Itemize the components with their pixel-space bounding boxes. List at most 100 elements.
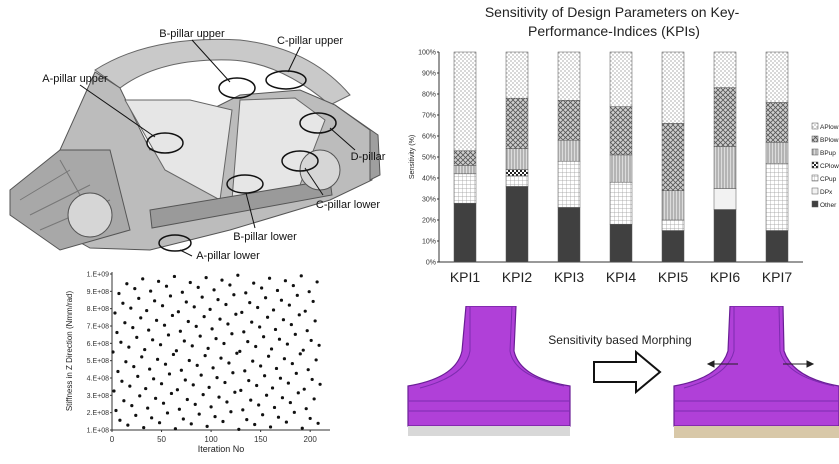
scatter-point bbox=[235, 351, 239, 355]
scatter-point bbox=[133, 287, 137, 291]
scatter-point bbox=[273, 327, 278, 332]
bar-y-tick-label: 60% bbox=[422, 134, 436, 141]
scatter-point bbox=[134, 413, 138, 417]
car-label: D-pillar bbox=[351, 151, 386, 163]
scatter-point bbox=[163, 362, 168, 366]
b-pillar-upper-marker bbox=[218, 77, 256, 99]
a-pillar-upper-marker bbox=[146, 132, 184, 154]
scatter-point bbox=[314, 358, 318, 362]
bar-segment-bpup bbox=[505, 148, 529, 170]
bar-segment-dpx bbox=[713, 188, 737, 210]
scatter-point bbox=[268, 425, 273, 429]
chart-title: Sensitivity of Design Parameters on Key-… bbox=[485, 4, 743, 39]
stacked-bar-chart: Sensitivity of Design Parameters on Key-… bbox=[409, 4, 839, 285]
scatter-point bbox=[122, 399, 126, 403]
scatter-point bbox=[301, 348, 305, 352]
scatter-point bbox=[128, 384, 132, 388]
scatter-point bbox=[168, 294, 173, 298]
scatter-point bbox=[117, 291, 121, 296]
scatter-point bbox=[300, 426, 304, 430]
bar-segment-other bbox=[661, 230, 685, 263]
scatter-point bbox=[179, 368, 183, 372]
scatter-point bbox=[309, 338, 313, 343]
car-body-diagram: B-pillar upper C-pillar upper A-pillar u… bbox=[0, 0, 400, 262]
scatter-point bbox=[149, 289, 153, 293]
scatter-point bbox=[157, 421, 162, 425]
legend-swatch bbox=[811, 148, 819, 156]
legend: APlow BPlow BPup CPlow CPup DPx Other bbox=[811, 122, 839, 209]
scatter-point bbox=[262, 335, 266, 339]
bar-segment-aplow bbox=[557, 51, 581, 101]
bar-x-tick-label: KPI3 bbox=[554, 269, 585, 285]
scatter-point bbox=[182, 339, 186, 343]
scatter-point bbox=[307, 290, 311, 294]
scatter-point bbox=[115, 330, 119, 335]
scatter-point bbox=[247, 379, 251, 383]
legend-swatch bbox=[811, 135, 819, 143]
scatter-point bbox=[316, 421, 320, 425]
scatter-point bbox=[263, 374, 267, 378]
scatter-point bbox=[242, 330, 246, 334]
bar-segment-other bbox=[765, 230, 789, 263]
x-tick-labels: 0 50 100 150 200 bbox=[110, 430, 317, 444]
scatter-point bbox=[166, 333, 171, 337]
bar-segment-bpup bbox=[765, 142, 789, 164]
scatter-point bbox=[315, 280, 319, 284]
scatter-point bbox=[243, 369, 247, 373]
leader-lines bbox=[79, 39, 356, 257]
scatter-point bbox=[205, 424, 209, 428]
scatter-point bbox=[192, 305, 196, 309]
scatter-point bbox=[283, 279, 288, 283]
scatter-point bbox=[126, 423, 130, 427]
scatter-point bbox=[174, 349, 179, 353]
bar-y-tick-label: 50% bbox=[422, 155, 436, 162]
scatter-point bbox=[241, 408, 245, 412]
scatter-point bbox=[136, 374, 140, 378]
scatter-point bbox=[119, 340, 123, 344]
scatter-point bbox=[292, 410, 296, 414]
scatter-point bbox=[263, 296, 268, 300]
scatter-point bbox=[225, 400, 229, 404]
scatter-point bbox=[302, 387, 306, 391]
scatter-point bbox=[148, 367, 152, 371]
x-axis-label: Iteration No bbox=[198, 444, 245, 454]
scatter-point bbox=[237, 427, 241, 431]
legend-swatch bbox=[811, 161, 819, 169]
bar-segment-aplow bbox=[713, 51, 737, 88]
scatter-point bbox=[306, 368, 310, 372]
bar-segment-aplow bbox=[453, 51, 477, 151]
scatter-y-tick-label: 3.E+08 bbox=[87, 393, 109, 400]
scatter-point bbox=[137, 296, 141, 300]
legend-swatch bbox=[811, 174, 819, 182]
scatter-point bbox=[267, 276, 272, 280]
scatter-point bbox=[144, 386, 148, 391]
scatter-point bbox=[189, 422, 193, 426]
bar-segment-bpup bbox=[609, 154, 633, 183]
scatter-point bbox=[258, 325, 262, 329]
legend-label: APlow bbox=[820, 124, 839, 131]
scatter-point bbox=[196, 285, 200, 290]
scatter-point bbox=[154, 396, 158, 400]
scatter-point bbox=[210, 327, 214, 331]
scatter-point bbox=[277, 337, 282, 341]
morphing-svg: Sensitivity based Morphing bbox=[407, 305, 839, 438]
scatter-point bbox=[236, 273, 240, 277]
bar-x-tick-label: KPI1 bbox=[450, 269, 481, 285]
scatter-point bbox=[310, 377, 314, 382]
bar-y-tick-label: 20% bbox=[422, 218, 436, 225]
scatter-point bbox=[198, 334, 202, 338]
legend-label: Other bbox=[820, 202, 837, 209]
bar-segment-other bbox=[557, 207, 581, 263]
morph-arrow-icon bbox=[593, 349, 662, 395]
scatter-point bbox=[254, 344, 258, 349]
scatter-point bbox=[125, 282, 129, 286]
scatter-point bbox=[139, 316, 143, 320]
scatter-point bbox=[143, 347, 147, 352]
scatter-point bbox=[151, 338, 155, 342]
scatter-point bbox=[259, 364, 263, 368]
bar-segment-bplow bbox=[557, 100, 581, 141]
scatter-point bbox=[140, 355, 144, 359]
legend-label: BPup bbox=[820, 150, 836, 157]
rocker-sill bbox=[149, 179, 333, 229]
legend-label: CPup bbox=[820, 176, 837, 183]
